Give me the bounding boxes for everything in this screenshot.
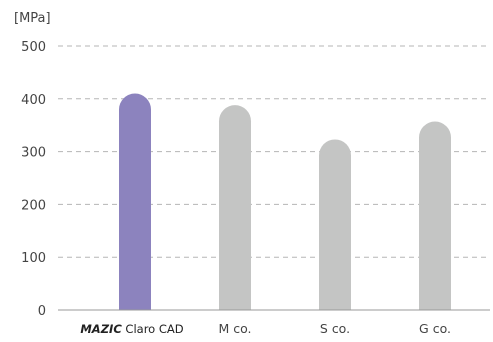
y-tick-label: 0 bbox=[38, 304, 46, 319]
bar bbox=[119, 93, 151, 311]
x-tick-label: M co. bbox=[218, 321, 251, 336]
bars bbox=[119, 93, 451, 311]
x-tick-label: G co. bbox=[419, 321, 451, 336]
brand-logo-text: MAZIC bbox=[80, 322, 122, 336]
x-tick-label: MAZIC Claro CAD bbox=[80, 322, 183, 336]
bar bbox=[319, 139, 351, 310]
y-tick-label: 400 bbox=[21, 93, 46, 108]
x-tick-label: S co. bbox=[320, 321, 350, 336]
x-tick-labels: MAZIC Claro CAD M co. S co. G co. bbox=[80, 321, 451, 336]
y-axis-unit-label: [MPa] bbox=[14, 11, 51, 26]
y-tick-label: 100 bbox=[21, 251, 46, 266]
product-name-text: Claro CAD bbox=[122, 322, 184, 336]
bar bbox=[219, 105, 251, 310]
y-tick-labels: 0 100 200 300 400 500 bbox=[21, 40, 46, 319]
y-tick-label: 500 bbox=[21, 40, 46, 55]
y-tick-label: 200 bbox=[21, 198, 46, 213]
bar bbox=[419, 121, 451, 310]
y-tick-label: 300 bbox=[21, 146, 46, 161]
